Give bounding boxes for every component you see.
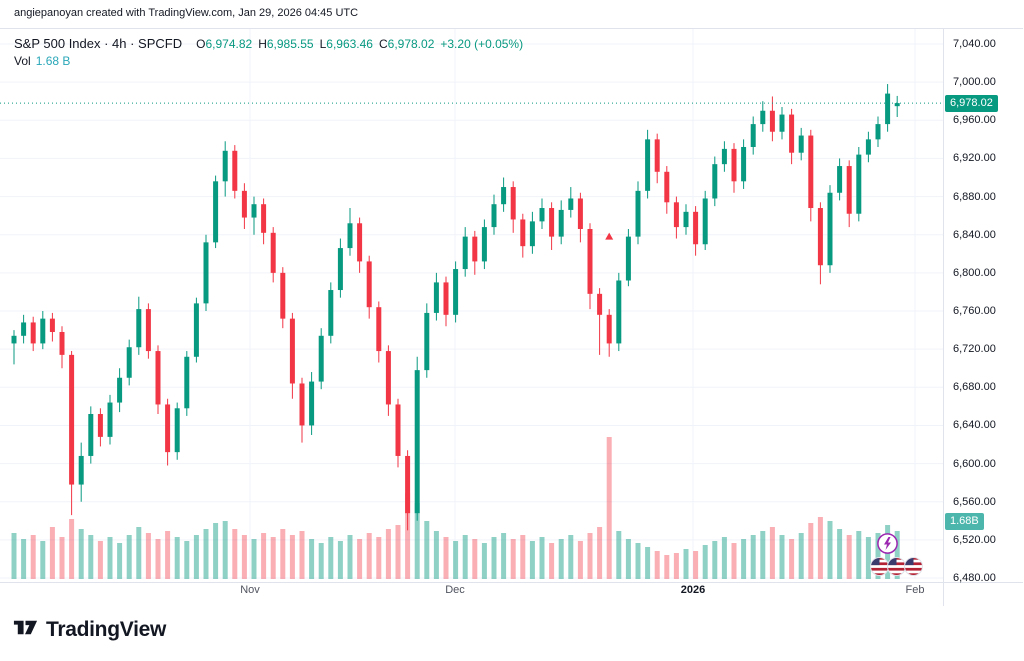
- price-tick-label: 6,600.00: [953, 457, 996, 470]
- price-tick-label: 6,800.00: [953, 266, 996, 279]
- brand-footer[interactable]: TradingView: [12, 614, 166, 646]
- low-label: L: [319, 37, 327, 51]
- symbol-title[interactable]: S&P 500 Index · 4h · SPCFD: [14, 36, 183, 51]
- last-volume-badge: 1.68B: [945, 513, 984, 530]
- price-tick-label: 6,880.00: [953, 190, 996, 203]
- lightning-icon[interactable]: [877, 533, 898, 559]
- time-tick-label: Feb: [905, 584, 925, 596]
- close-value: 6,978.02: [387, 37, 435, 51]
- price-tick-label: 6,760.00: [953, 305, 996, 317]
- price-tick-label: 6,480.00: [953, 572, 996, 585]
- price-tick-label: 6,920.00: [953, 152, 996, 165]
- us-flag-icon[interactable]: [887, 557, 906, 581]
- time-tick-label: Nov: [240, 584, 260, 596]
- price-tick-label: 6,560.00: [953, 495, 996, 508]
- chart-legend[interactable]: S&P 500 Index · 4h · SPCFD O6,974.82 H6,98…: [14, 35, 523, 70]
- time-tick-label: 2026: [680, 584, 706, 596]
- attribution-text: angiepanoyan created with TradingView.co…: [14, 7, 359, 19]
- open-label: O: [196, 37, 206, 51]
- price-tick-label: 7,040.00: [953, 38, 996, 50]
- us-flag-icon[interactable]: [904, 557, 923, 581]
- price-tick-label: 6,840.00: [953, 228, 996, 241]
- price-tick-label: 7,000.00: [953, 76, 996, 89]
- ohlc-row[interactable]: S&P 500 Index · 4h · SPCFD O6,974.82 H6,98…: [14, 35, 523, 53]
- candlestick-chart[interactable]: [0, 29, 943, 582]
- price-tick-label: 6,960.00: [953, 114, 996, 127]
- price-tick-label: 6,680.00: [953, 381, 996, 394]
- brand-name: TradingView: [46, 618, 167, 641]
- tradingview-logo-icon: [12, 614, 39, 646]
- last-price-badge: 6,978.02: [945, 94, 998, 112]
- price-chart-pane[interactable]: S&P 500 Index · 4h · SPCFD O6,974.82 H6,98…: [0, 29, 944, 582]
- change-value: +3.20 (+0.05%): [440, 37, 524, 51]
- price-tick-label: 6,520.00: [953, 533, 996, 546]
- low-value: 6,963.46: [326, 37, 373, 51]
- price-tick-label: 6,720.00: [953, 343, 996, 356]
- volume-label: Vol: [14, 54, 31, 68]
- high-label: H: [258, 37, 267, 51]
- volume-row[interactable]: Vol 1.68 B: [14, 53, 523, 70]
- open-value: 6,974.82: [205, 37, 253, 51]
- time-axis[interactable]: Nov Dec 2026 Feb: [0, 582, 944, 606]
- us-flag-icon[interactable]: [870, 557, 889, 581]
- time-tick-label: Dec: [445, 584, 465, 596]
- price-axis[interactable]: 7,040.00 7,000.00 6,960.00 6,920.00 6,880.00…: [944, 29, 1023, 585]
- volume-value: 1.68 B: [35, 54, 71, 68]
- chart-frame: S&P 500 Index · 4h · SPCFD O6,974.82 H6,98…: [0, 28, 1023, 585]
- high-value: 6,985.55: [266, 37, 314, 51]
- chart-overlay-icons: [868, 533, 942, 579]
- price-tick-label: 6,640.00: [953, 419, 996, 432]
- close-label: C: [378, 37, 388, 51]
